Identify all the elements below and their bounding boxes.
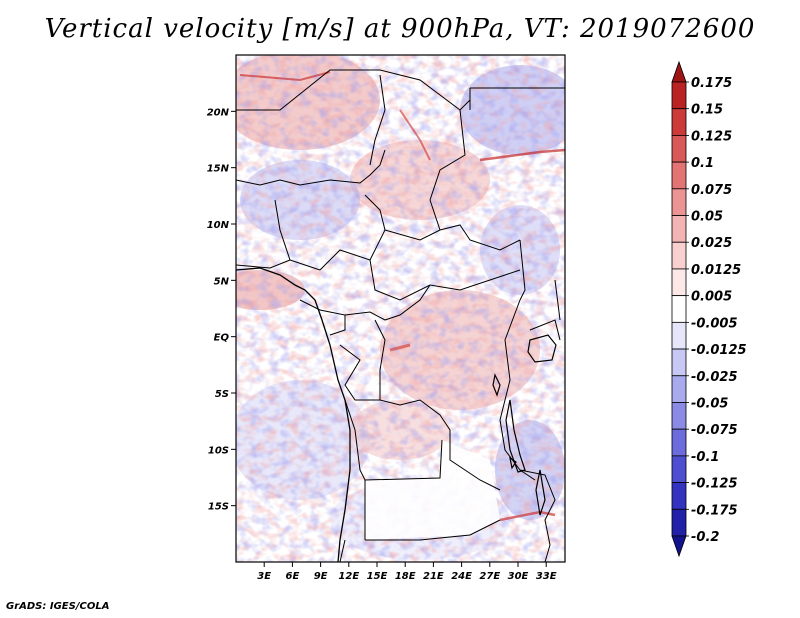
colorbar-label: -0.025 [691, 370, 738, 385]
y-tick-label: 5S [215, 389, 229, 400]
map-title: Vertical velocity [m/s] at 900hPa, VT: 2… [44, 14, 756, 44]
colorbar-swatch [671, 241, 687, 270]
y-tick-label: 20N [207, 107, 230, 118]
colorbar-label: 0.005 [691, 290, 732, 305]
colorbar-top-arrow [671, 60, 687, 83]
colorbar-label: -0.075 [691, 423, 738, 438]
colorbar-swatch [671, 295, 687, 323]
colorbar-label: 0.05 [691, 210, 723, 225]
colorbar-label: -0.005 [691, 316, 738, 331]
colorbar-label: 0.1 [691, 156, 714, 171]
colorbar-label: -0.05 [691, 396, 728, 411]
colorbar-label: 0.075 [691, 183, 732, 198]
latitude-axis: 20N 15N 10N 5N EQ 5S 10S 15S [207, 107, 236, 513]
y-tick-label: EQ [214, 333, 230, 344]
x-tick-label: 33E [536, 571, 557, 582]
colorbar-label: 0.125 [691, 129, 732, 144]
colorbar-label: 0.15 [691, 103, 723, 118]
x-tick-label: 21E [423, 571, 444, 582]
x-tick-label: 9E [314, 571, 328, 582]
colorbar-label: -0.1 [691, 450, 719, 465]
colorbar-swatch [671, 482, 687, 510]
x-tick-label: 12E [338, 571, 359, 582]
colorbar-swatch [671, 348, 687, 377]
colorbar-swatch [671, 215, 687, 243]
x-tick-label: 24E [451, 571, 472, 582]
colorbar-label: -0.175 [691, 503, 738, 518]
colorbar: 0.175 0.15 0.125 0.1 0.075 0.05 0.025 0.0125 0.0… [671, 60, 747, 558]
grads-credit: GrADS: IGES/COLA [6, 601, 110, 612]
colorbar-label: -0.0125 [691, 343, 747, 358]
y-tick-label: 15N [207, 164, 230, 175]
colorbar-label: 0.025 [691, 236, 732, 251]
vertical-velocity-field [236, 55, 565, 562]
colorbar-bottom-arrow [671, 535, 687, 558]
colorbar-swatch [671, 375, 687, 403]
y-tick-label: 10N [207, 220, 230, 231]
colorbar-swatch [671, 188, 687, 216]
x-tick-label: 3E [257, 571, 271, 582]
colorbar-swatch [671, 428, 687, 457]
colorbar-swatch [671, 108, 687, 136]
x-tick-label: 6E [286, 571, 300, 582]
colorbar-swatch [671, 135, 687, 163]
x-tick-label: 18E [395, 571, 416, 582]
lakes [492, 334, 557, 516]
colorbar-swatch [671, 321, 687, 350]
plot-frame [235, 54, 566, 563]
y-tick-label: 5N [214, 276, 230, 287]
colorbar-label: 0.175 [691, 76, 732, 91]
x-tick-label: 30E [508, 571, 529, 582]
x-tick-label: 15E [367, 571, 388, 582]
colorbar-swatch [671, 161, 687, 190]
colorbar-swatch [671, 268, 687, 297]
colorbar-label: -0.125 [691, 477, 738, 492]
longitude-axis: 3E 6E 9E 12E 15E 18E 21E 24E 27E 30E 33E [257, 562, 557, 582]
y-tick-label: 10S [208, 445, 229, 456]
colorbar-swatch [671, 81, 687, 110]
coastline [236, 267, 351, 562]
country-borders [236, 69, 565, 562]
y-tick-label: 15S [208, 502, 229, 513]
colorbar-label: 0.0125 [691, 263, 741, 278]
colorbar-label: -0.2 [691, 530, 719, 545]
x-tick-label: 27E [479, 571, 500, 582]
colorbar-swatch [671, 508, 687, 537]
colorbar-swatch [671, 455, 687, 483]
colorbar-swatch [671, 402, 687, 430]
